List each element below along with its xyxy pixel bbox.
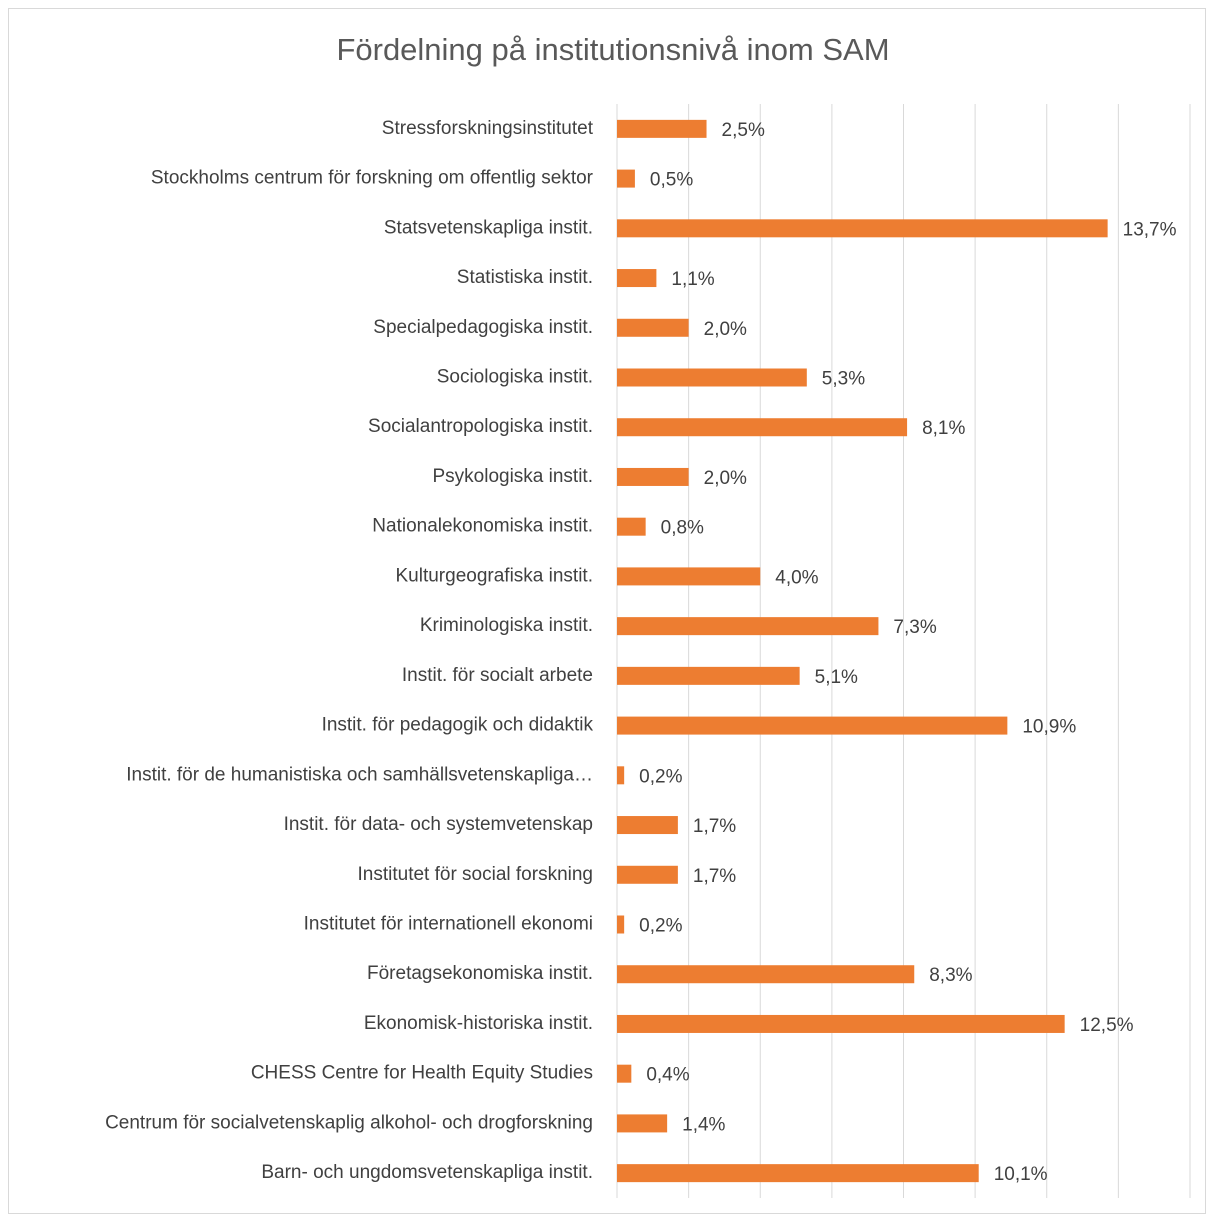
y-tick-label: Instit. för pedagogik och didaktik — [322, 715, 594, 736]
y-tick-label: Specialpedagogiska instit. — [373, 317, 593, 338]
y-tick-label: Barn- och ungdomsvetenskapliga instit. — [261, 1162, 593, 1183]
data-label: 12,5% — [1080, 1015, 1134, 1036]
y-tick-label: Sociologiska instit. — [437, 367, 593, 388]
y-tick-label: Ekonomisk-historiska instit. — [364, 1013, 593, 1034]
bar — [617, 816, 678, 835]
data-label: 4,0% — [775, 567, 818, 588]
data-label: 5,1% — [815, 667, 858, 688]
data-label: 1,7% — [693, 866, 736, 887]
data-label: 1,1% — [671, 269, 714, 290]
bar — [617, 716, 1008, 735]
data-label: 1,7% — [693, 816, 736, 837]
data-label: 8,1% — [922, 418, 965, 439]
data-label: 2,0% — [704, 319, 747, 340]
bar — [617, 1164, 979, 1183]
y-tick-label: Stressforskningsinstitutet — [382, 118, 594, 139]
bar — [617, 467, 689, 486]
bar — [617, 219, 1108, 238]
y-tick-label: Företagsekonomiska instit. — [367, 963, 593, 984]
bar — [617, 418, 908, 437]
y-tick-label: Kulturgeografiska instit. — [396, 565, 594, 586]
data-label: 5,3% — [822, 369, 865, 390]
y-tick-label: Statistiska instit. — [457, 267, 593, 288]
chart-title: Fördelning på institutionsnivå inom SAM — [336, 32, 889, 67]
y-tick-label: Instit. för data- och systemvetenskap — [284, 814, 593, 835]
bar — [617, 617, 879, 636]
bar — [617, 915, 625, 934]
y-tick-label: Institutet för social forskning — [358, 864, 594, 885]
y-tick-label: Psykologiska instit. — [432, 466, 593, 487]
bar — [617, 965, 915, 984]
chart-border — [8, 8, 1206, 1214]
data-label: 0,8% — [661, 518, 704, 539]
bar — [617, 567, 761, 586]
bar — [617, 1014, 1065, 1033]
y-tick-label: Socialantropologiska instit. — [368, 416, 593, 437]
data-label: 0,4% — [646, 1065, 689, 1086]
data-label: 2,0% — [704, 468, 747, 489]
bar — [617, 169, 635, 188]
bar — [617, 666, 800, 685]
bar — [617, 119, 707, 138]
bar — [617, 517, 646, 536]
data-label: 8,3% — [929, 965, 972, 986]
data-label: 10,1% — [994, 1164, 1048, 1185]
data-label: 7,3% — [893, 617, 936, 638]
y-tick-label: Statsvetenskapliga instit. — [384, 217, 593, 238]
y-tick-label: Institutet för internationell ekonomi — [304, 914, 593, 935]
y-tick-label: Instit. för de humanistiska och samhälls… — [126, 764, 593, 785]
bar — [617, 865, 678, 884]
bar — [617, 318, 689, 337]
data-label: 0,2% — [639, 916, 682, 937]
y-tick-label: Stockholms centrum för forskning om offe… — [151, 168, 594, 189]
bar — [617, 368, 807, 387]
data-label: 2,5% — [722, 120, 765, 141]
bar — [617, 269, 657, 288]
data-label: 1,4% — [682, 1114, 725, 1135]
bar — [617, 1064, 632, 1083]
y-tick-label: Centrum för socialvetenskaplig alkohol- … — [105, 1112, 593, 1133]
data-label: 0,2% — [639, 766, 682, 787]
y-tick-label: CHESS Centre for Health Equity Studies — [251, 1063, 593, 1084]
y-tick-label: Kriminologiska instit. — [420, 615, 593, 636]
data-label: 13,7% — [1123, 219, 1177, 240]
data-label: 0,5% — [650, 170, 693, 191]
bar — [617, 1114, 668, 1133]
y-tick-label: Nationalekonomiska instit. — [372, 516, 593, 537]
y-tick-label: Instit. för socialt arbete — [402, 665, 593, 686]
bar — [617, 766, 625, 785]
data-label: 10,9% — [1022, 717, 1076, 738]
